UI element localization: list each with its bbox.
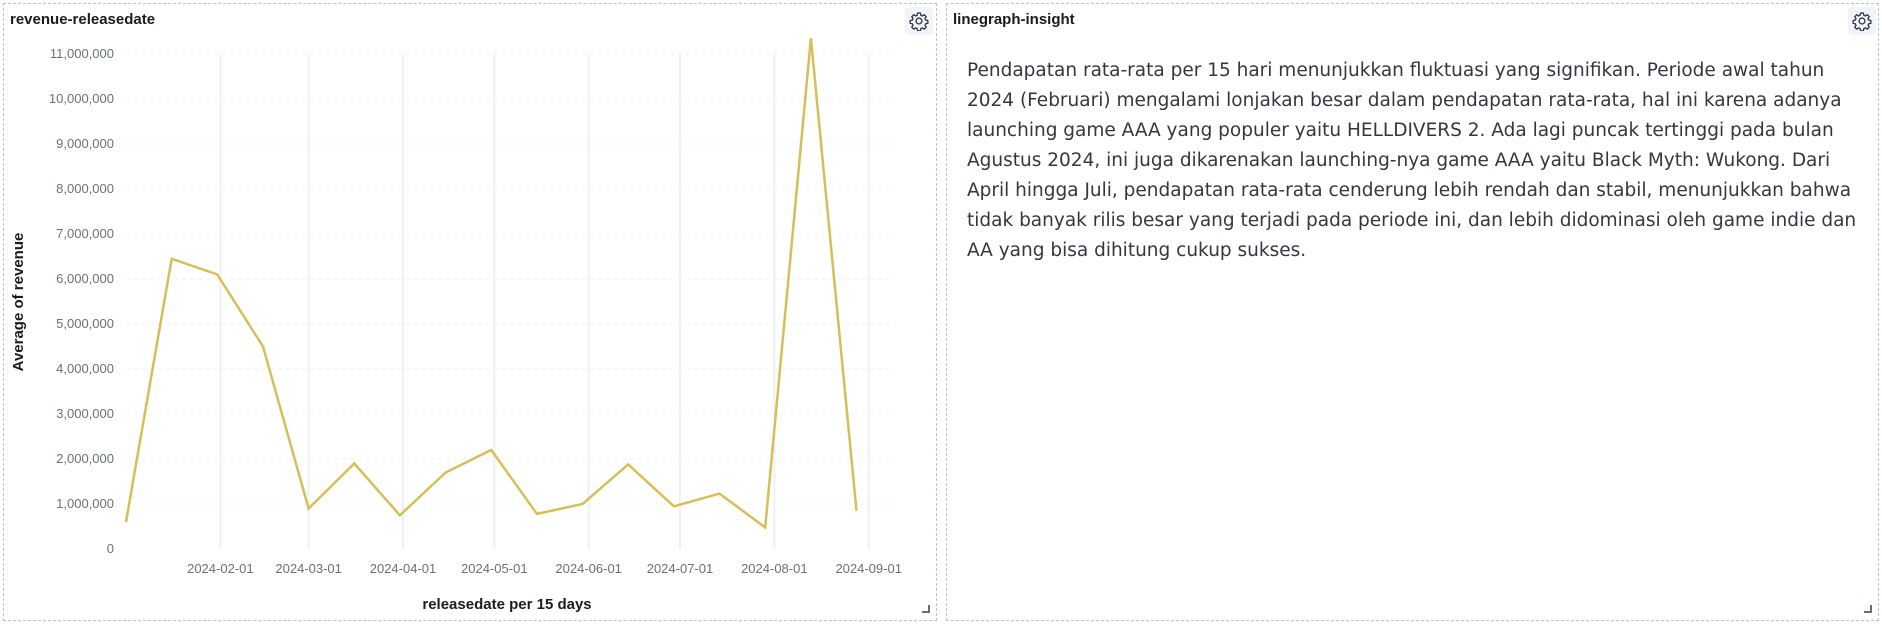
- panel-settings-button[interactable]: [905, 7, 933, 35]
- y-tick-label: 8,000,000: [56, 181, 114, 196]
- x-tick-label: 2024-04-01: [370, 561, 437, 576]
- y-tick-label: 3,000,000: [56, 406, 114, 421]
- chart-panel: revenue-releasedate 0 1,000,000 2,000,000 3…: [3, 3, 937, 621]
- x-axis-title: releasedate per 15 days: [422, 596, 591, 613]
- y-tick-label: 2,000,000: [56, 451, 114, 466]
- insight-panel: linegraph-insight Pendapatan rata-rata p…: [946, 3, 1879, 621]
- y-axis-title: Average of revenue: [10, 233, 27, 372]
- y-tick-label: 0: [107, 541, 114, 556]
- insight-text: Pendapatan rata-rata per 15 hari menunju…: [967, 60, 1857, 261]
- x-tick-label: 2024-08-01: [741, 561, 808, 576]
- resize-handle[interactable]: [1864, 605, 1872, 613]
- x-tick-label: 2024-02-01: [187, 561, 254, 576]
- line-chart: 0 1,000,000 2,000,000 3,000,000 4,000,000 5,0…: [10, 38, 902, 613]
- gear-icon: [1852, 12, 1872, 31]
- y-tick-label: 4,000,000: [56, 361, 114, 376]
- y-tick-label: 7,000,000: [56, 226, 114, 241]
- panel-title: revenue-releasedate: [10, 11, 156, 28]
- gear-icon: [909, 12, 929, 31]
- resize-handle[interactable]: [922, 605, 930, 613]
- x-tick-label: 2024-09-01: [835, 561, 902, 576]
- x-tick-label: 2024-05-01: [461, 561, 528, 576]
- x-tick-label: 2024-06-01: [555, 561, 622, 576]
- panel-settings-button[interactable]: [1848, 7, 1876, 35]
- series-line: [124, 38, 858, 530]
- y-tick-label: 1,000,000: [56, 496, 114, 511]
- y-tick-label: 5,000,000: [56, 316, 114, 331]
- y-tick-label: 10,000,000: [49, 91, 114, 106]
- y-tick-label: 6,000,000: [56, 271, 114, 286]
- y-tick-label: 11,000,000: [50, 46, 114, 61]
- x-tick-label: 2024-07-01: [647, 561, 714, 576]
- panel-title: linegraph-insight: [953, 11, 1075, 28]
- x-tick-label: 2024-03-01: [275, 561, 342, 576]
- y-tick-label: 9,000,000: [56, 136, 114, 151]
